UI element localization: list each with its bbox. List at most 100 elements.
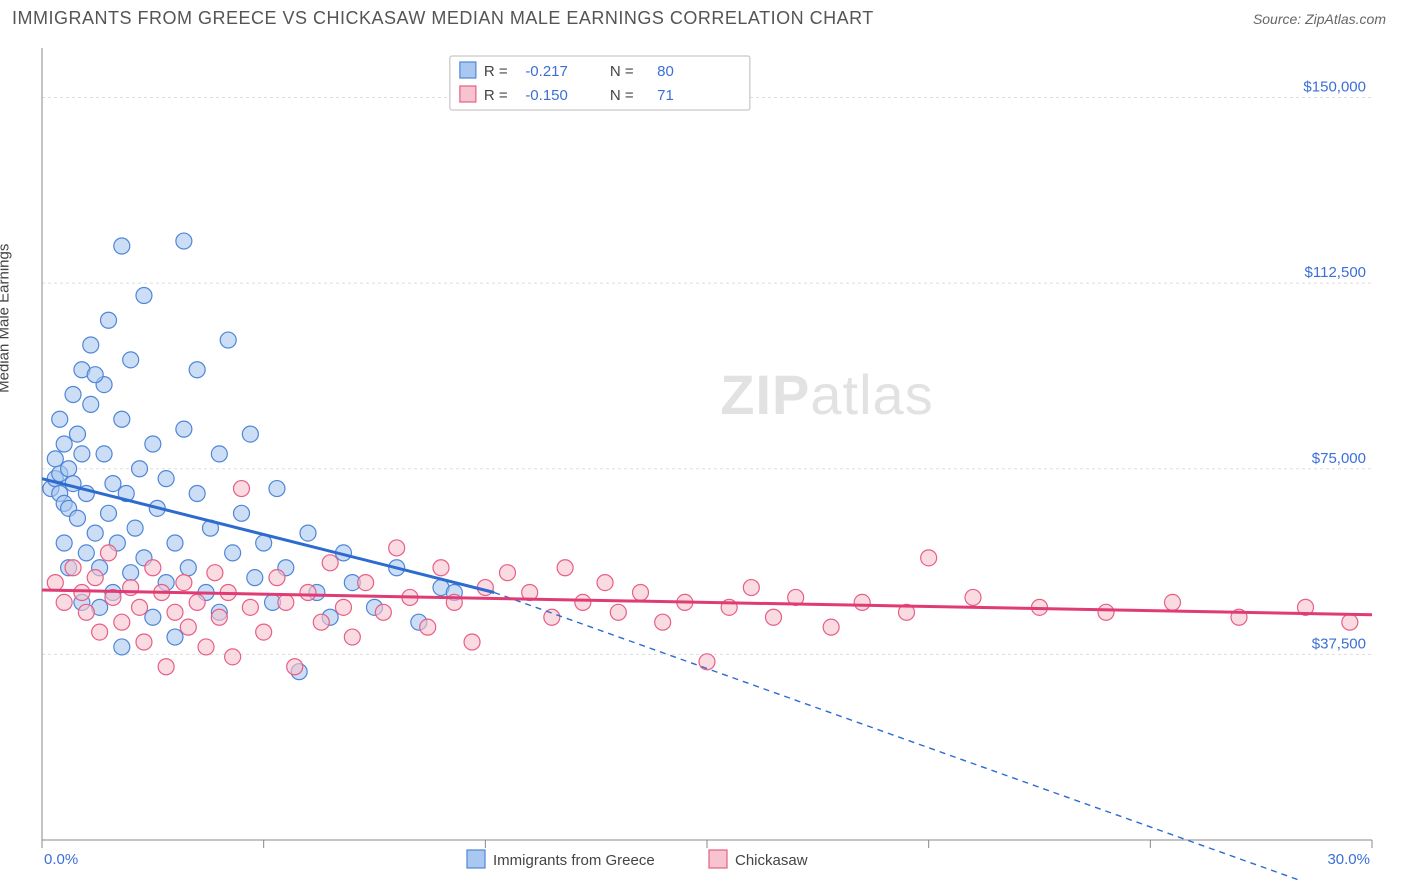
legend-n-label: N = — [610, 87, 634, 104]
data-point-chickasaw — [344, 629, 360, 645]
data-point-chickasaw — [699, 654, 715, 670]
data-point-chickasaw — [597, 575, 613, 591]
data-point-chickasaw — [557, 560, 573, 576]
data-point-greece — [74, 446, 90, 462]
data-point-greece — [69, 426, 85, 442]
data-point-greece — [176, 421, 192, 437]
data-point-greece — [145, 609, 161, 625]
data-point-chickasaw — [87, 570, 103, 586]
y-axis-label: Median Male Earnings — [0, 244, 13, 393]
x-tick-label: 30.0% — [1327, 851, 1370, 868]
data-point-chickasaw — [300, 585, 316, 601]
data-point-greece — [136, 288, 152, 304]
data-point-greece — [56, 535, 72, 551]
data-point-greece — [242, 426, 258, 442]
data-point-greece — [220, 332, 236, 348]
legend-n-value-chickasaw: 71 — [657, 87, 674, 104]
data-point-greece — [87, 367, 103, 383]
data-point-greece — [211, 446, 227, 462]
data-point-greece — [225, 545, 241, 561]
data-point-chickasaw — [207, 565, 223, 581]
data-point-greece — [123, 565, 139, 581]
data-point-chickasaw — [389, 540, 405, 556]
data-point-greece — [269, 481, 285, 497]
data-point-greece — [114, 639, 130, 655]
data-point-chickasaw — [256, 624, 272, 640]
data-point-greece — [96, 446, 112, 462]
bottom-legend-label-chickasaw: Chickasaw — [735, 852, 808, 869]
data-point-greece — [123, 352, 139, 368]
data-point-chickasaw — [101, 545, 117, 561]
data-point-chickasaw — [56, 594, 72, 610]
data-point-chickasaw — [65, 560, 81, 576]
data-point-chickasaw — [1165, 594, 1181, 610]
legend-r-label: R = — [484, 87, 508, 104]
data-point-chickasaw — [167, 604, 183, 620]
data-point-greece — [189, 486, 205, 502]
regression-line-greece — [42, 479, 494, 593]
data-point-chickasaw — [145, 560, 161, 576]
data-point-chickasaw — [633, 585, 649, 601]
y-tick-label: $150,000 — [1303, 79, 1366, 96]
legend-r-value-greece: -0.217 — [525, 63, 568, 80]
data-point-chickasaw — [136, 634, 152, 650]
watermark: ZIPatlas — [720, 363, 933, 426]
data-point-chickasaw — [158, 659, 174, 675]
data-point-chickasaw — [823, 619, 839, 635]
data-point-chickasaw — [433, 560, 449, 576]
data-point-chickasaw — [92, 624, 108, 640]
data-point-greece — [83, 337, 99, 353]
data-point-chickasaw — [610, 604, 626, 620]
data-point-greece — [158, 471, 174, 487]
data-point-chickasaw — [655, 614, 671, 630]
legend-r-value-chickasaw: -0.150 — [525, 87, 568, 104]
x-tick-label: 0.0% — [44, 851, 78, 868]
data-point-chickasaw — [375, 604, 391, 620]
data-point-greece — [56, 436, 72, 452]
data-point-greece — [52, 411, 68, 427]
data-point-chickasaw — [78, 604, 94, 620]
legend-n-value-greece: 80 — [657, 63, 674, 80]
data-point-chickasaw — [575, 594, 591, 610]
legend-swatch-chickasaw — [460, 86, 476, 102]
legend-n-label: N = — [610, 63, 634, 80]
y-tick-label: $37,500 — [1312, 635, 1366, 652]
data-point-chickasaw — [225, 649, 241, 665]
data-point-chickasaw — [176, 575, 192, 591]
data-point-greece — [78, 545, 94, 561]
data-point-greece — [167, 535, 183, 551]
data-point-chickasaw — [180, 619, 196, 635]
data-point-greece — [114, 411, 130, 427]
data-point-greece — [105, 476, 121, 492]
data-point-chickasaw — [189, 594, 205, 610]
bottom-legend-swatch-chickasaw — [709, 850, 727, 868]
y-tick-label: $75,000 — [1312, 450, 1366, 467]
data-point-chickasaw — [47, 575, 63, 591]
bottom-legend-swatch-greece — [467, 850, 485, 868]
data-point-chickasaw — [114, 614, 130, 630]
data-point-greece — [247, 570, 263, 586]
data-point-greece — [176, 233, 192, 249]
data-point-greece — [83, 396, 99, 412]
data-point-greece — [61, 461, 77, 477]
data-point-chickasaw — [242, 599, 258, 615]
data-point-greece — [132, 461, 148, 477]
data-point-chickasaw — [358, 575, 374, 591]
source-attribution: Source: ZipAtlas.com — [1253, 11, 1386, 27]
data-point-greece — [87, 525, 103, 541]
data-point-chickasaw — [1342, 614, 1358, 630]
data-point-greece — [145, 436, 161, 452]
y-tick-label: $112,500 — [1305, 264, 1366, 281]
data-point-greece — [234, 505, 250, 521]
data-point-chickasaw — [1098, 604, 1114, 620]
data-point-chickasaw — [420, 619, 436, 635]
legend-swatch-greece — [460, 62, 476, 78]
data-point-greece — [47, 451, 63, 467]
data-point-chickasaw — [313, 614, 329, 630]
data-point-chickasaw — [743, 580, 759, 596]
data-point-chickasaw — [74, 585, 90, 601]
data-point-chickasaw — [322, 555, 338, 571]
chart-title: IMMIGRANTS FROM GREECE VS CHICKASAW MEDI… — [12, 8, 874, 29]
data-point-chickasaw — [234, 481, 250, 497]
data-point-greece — [65, 387, 81, 403]
